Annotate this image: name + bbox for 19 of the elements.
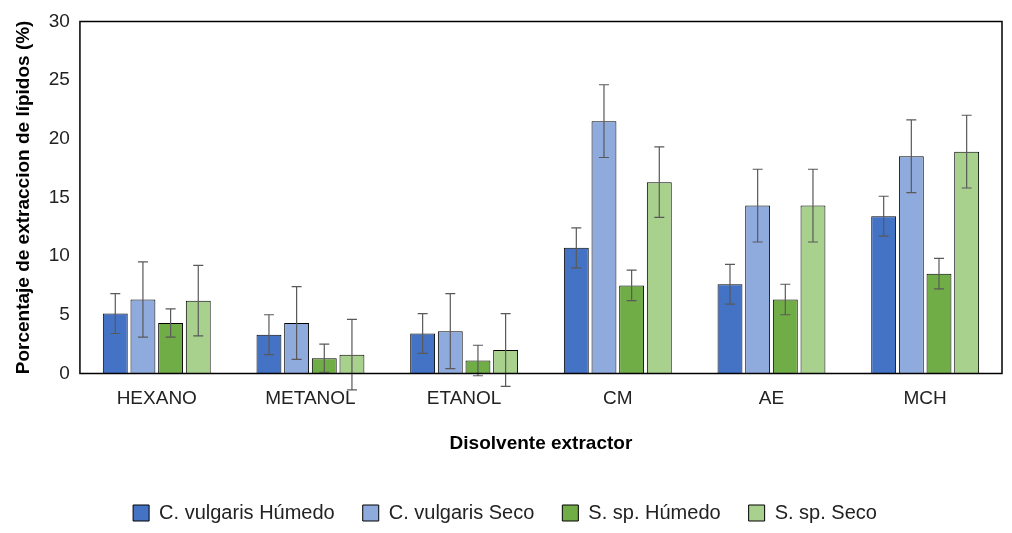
x-tick-label: ETANOL xyxy=(426,387,502,409)
x-tick-label: HEXANO xyxy=(116,387,197,409)
legend-label: S. sp. Seco xyxy=(774,500,877,523)
legend-label: C. vulgaris Húmedo xyxy=(159,500,335,523)
y-tick-label: 10 xyxy=(48,244,70,266)
x-tick-label: METANOL xyxy=(265,387,356,409)
y-axis-title: Porcentaje de extraccion de lípidos (%) xyxy=(11,20,33,375)
y-tick-label: 15 xyxy=(48,185,70,207)
x-tick-label: CM xyxy=(603,387,633,409)
x-tick-label: AE xyxy=(758,387,785,409)
y-tick-label: 0 xyxy=(59,361,70,383)
legend-label: S. sp. Húmedo xyxy=(588,500,721,523)
x-tick-label: MCH xyxy=(903,387,947,409)
x-axis-title: Disolvente extractor xyxy=(449,431,633,453)
y-tick-label: 20 xyxy=(48,126,70,148)
y-tick-label: 30 xyxy=(48,9,70,31)
legend-label: C. vulgaris Seco xyxy=(388,500,535,523)
y-tick-label: 25 xyxy=(48,68,70,90)
y-tick-label: 5 xyxy=(59,302,70,324)
